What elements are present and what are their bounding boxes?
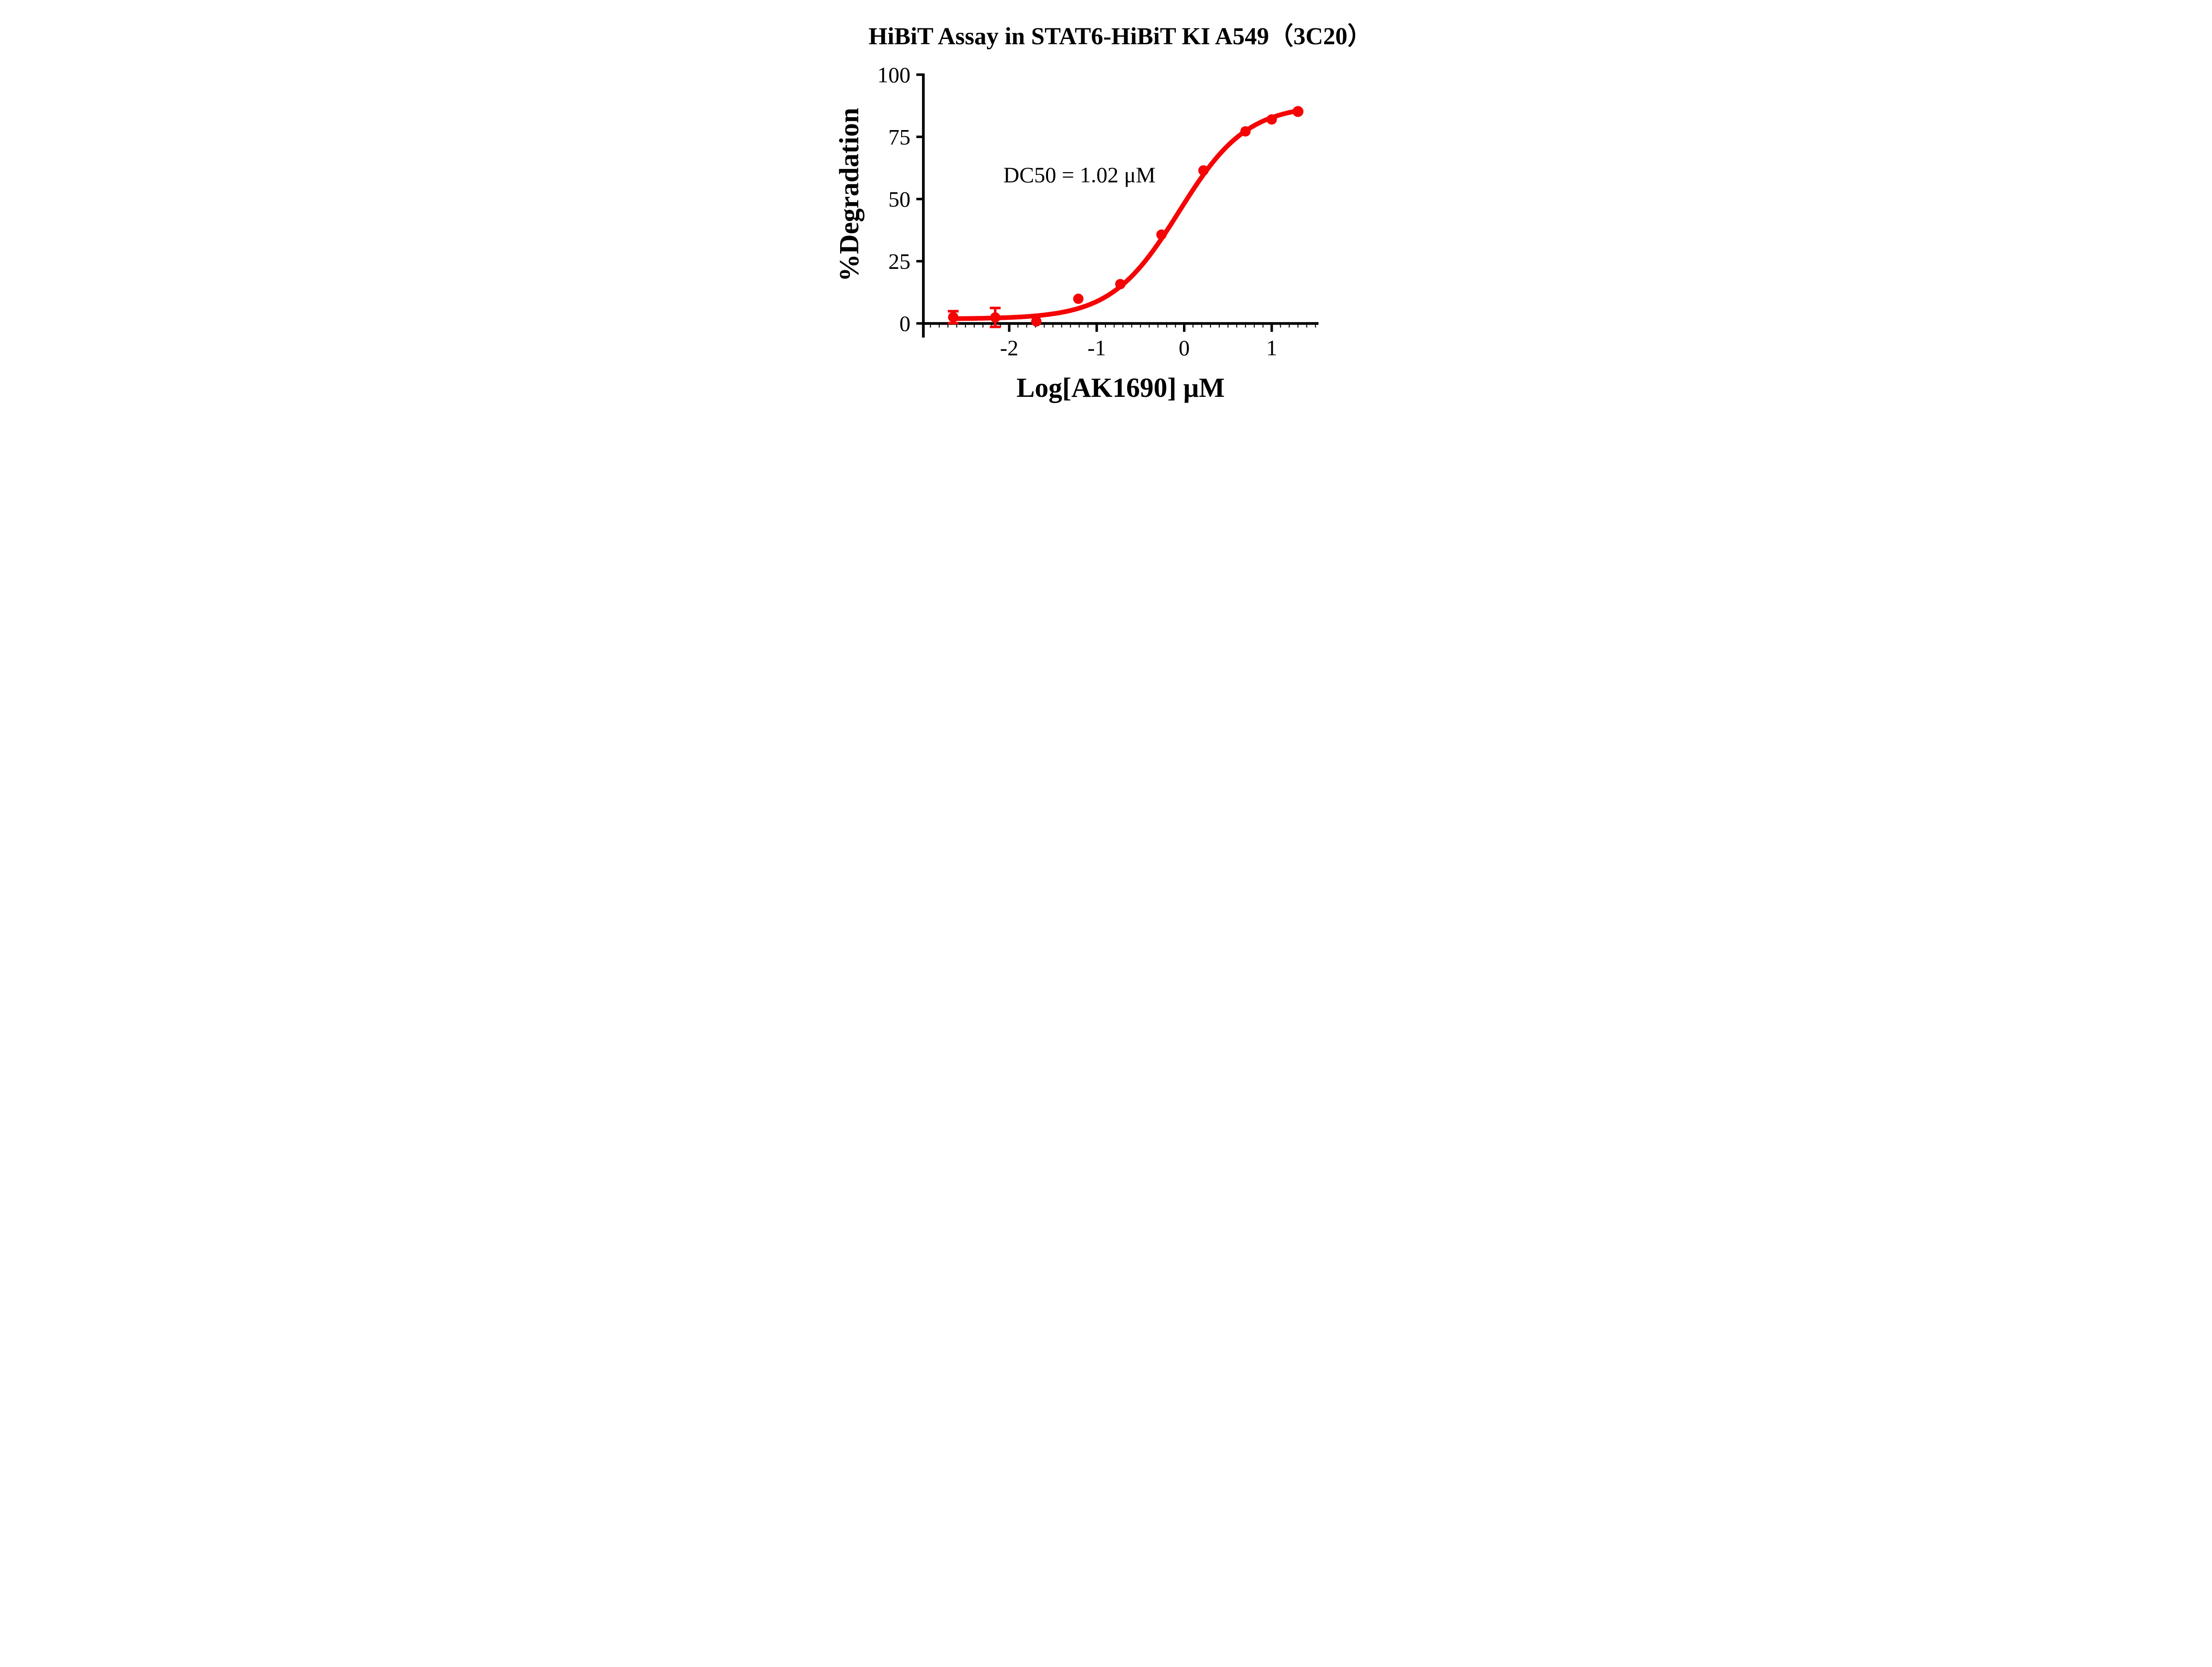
x-minor-tick xyxy=(1201,325,1202,328)
x-minor-tick xyxy=(1262,325,1263,328)
y-tick-label: 0 xyxy=(899,311,910,336)
x-minor-tick xyxy=(1087,325,1088,328)
x-minor-tick xyxy=(1236,325,1237,328)
x-minor-tick xyxy=(1227,325,1229,328)
x-minor-tick xyxy=(1070,325,1071,328)
data-point-marker xyxy=(1292,106,1303,117)
dose-response-chart: HiBiT Assay in STAT6-HiBiT KI A549（3C20）… xyxy=(834,23,1372,403)
dc50-annotation: DC50 = 1.02 μM xyxy=(1003,162,1156,187)
x-axis-line xyxy=(922,322,1318,325)
y-tick-label: 25 xyxy=(888,249,910,273)
y-axis-title: %Degradation xyxy=(834,108,864,282)
y-tick xyxy=(916,135,923,138)
x-tick xyxy=(1095,325,1098,332)
data-point-marker xyxy=(1240,126,1251,137)
y-tick xyxy=(916,198,923,200)
x-tick xyxy=(1007,325,1010,332)
x-minor-tick xyxy=(1122,325,1123,328)
x-tick-label: 0 xyxy=(1179,335,1190,360)
y-tick-label: 50 xyxy=(888,187,910,211)
y-tick xyxy=(916,322,923,325)
data-point-marker xyxy=(1156,229,1167,240)
x-minor-tick xyxy=(1192,325,1194,328)
data-point-marker xyxy=(1198,165,1209,176)
x-minor-tick xyxy=(1026,325,1027,328)
x-minor-tick xyxy=(1306,325,1307,328)
x-tick xyxy=(1183,325,1186,332)
chart-title: HiBiT Assay in STAT6-HiBiT KI A549（3C20） xyxy=(868,23,1371,50)
plot-series xyxy=(947,106,1303,328)
x-minor-tick xyxy=(1148,325,1150,328)
y-tick-label: 100 xyxy=(877,62,910,87)
x-minor-tick xyxy=(956,325,957,328)
x-minor-tick xyxy=(1288,325,1290,328)
y-axis-spine xyxy=(922,73,925,338)
x-minor-tick xyxy=(1279,325,1281,328)
x-minor-tick xyxy=(1210,325,1211,328)
data-point-marker xyxy=(1073,293,1083,304)
x-minor-tick xyxy=(1131,325,1132,328)
x-tick-label: -2 xyxy=(1000,335,1018,360)
x-minor-tick xyxy=(947,325,949,328)
x-minor-tick xyxy=(1253,325,1255,328)
x-minor-tick xyxy=(973,325,975,328)
x-minor-tick xyxy=(938,325,940,328)
data-point-marker xyxy=(1031,316,1041,327)
x-tick xyxy=(1270,325,1273,332)
y-tick xyxy=(916,73,923,76)
x-tick-label: -1 xyxy=(1087,335,1106,360)
data-point-marker xyxy=(990,312,1000,323)
x-minor-tick xyxy=(1017,325,1018,328)
x-minor-tick xyxy=(1052,325,1053,328)
data-point-marker xyxy=(1266,114,1277,125)
x-minor-tick xyxy=(929,325,931,328)
x-minor-tick xyxy=(964,325,966,328)
data-point-marker xyxy=(948,312,958,323)
x-minor-tick xyxy=(1314,325,1316,328)
figure: HiBiT Assay in STAT6-HiBiT KI A549（3C20）… xyxy=(822,0,1390,417)
x-minor-tick xyxy=(1166,325,1167,328)
x-minor-tick xyxy=(1244,325,1246,328)
x-minor-tick xyxy=(1105,325,1106,328)
y-tick-label: 75 xyxy=(888,124,910,149)
x-minor-tick xyxy=(1218,325,1220,328)
x-minor-tick xyxy=(1297,325,1298,328)
x-minor-tick xyxy=(1157,325,1159,328)
data-point-marker xyxy=(1115,279,1125,289)
x-minor-tick xyxy=(982,325,983,328)
y-tick xyxy=(916,260,923,263)
x-tick-label: 1 xyxy=(1266,335,1277,360)
fit-curve xyxy=(950,108,1300,321)
x-minor-tick xyxy=(1043,325,1045,328)
x-minor-tick xyxy=(1061,325,1062,328)
axes: 0 25 50 75 100 -2 -1 0 1 xyxy=(877,62,1318,360)
x-minor-tick xyxy=(1140,325,1141,328)
x-axis-title: Log[AK1690] μM xyxy=(1016,373,1225,403)
